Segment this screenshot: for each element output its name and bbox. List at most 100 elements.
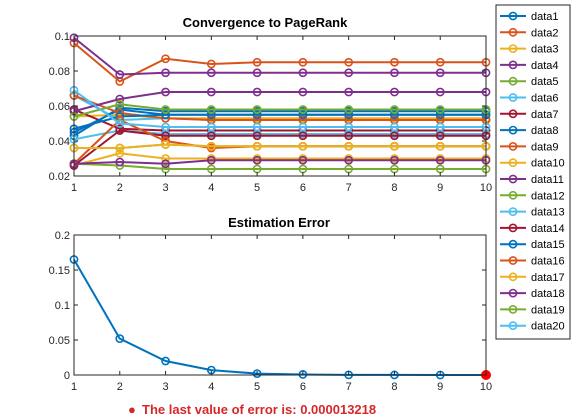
legend-item-data8[interactable]: data8 [500,125,559,137]
data-point [435,68,445,78]
legend-item-data11[interactable]: data11 [500,174,564,186]
legend-item-data5[interactable]: data5 [500,76,559,88]
convergence-chart-title: Convergence to PageRank [183,15,348,30]
data-point [435,105,445,114]
data-point [435,110,445,120]
legend-item-data16[interactable]: data16 [500,256,565,268]
legend-marker [508,272,518,282]
legend-label: data1 [531,11,559,23]
legend-item-data1[interactable]: data1 [500,11,559,23]
data-point [390,87,399,97]
legend-item-data15[interactable]: data15 [500,239,565,251]
data-point [206,110,216,120]
legend-marker [508,109,518,119]
series-line-data15 [73,113,486,130]
legend-label: data2 [531,27,559,39]
convergence-chart: Convergence to PageRank 1 2 3 4 5 6 7 8 9 10 0.02 0… [49,15,493,194]
data-point [390,155,399,165]
data-point [344,122,354,132]
data-point [161,356,170,366]
legend-item-data9[interactable]: data9 [500,141,559,153]
legend-item-data2[interactable]: data2 [500,27,559,39]
error-axis-ticks: 1 2 3 4 5 6 7 8 9 10 0 0.05 0.1 0.15 0.2 [49,230,493,393]
data-point [435,141,445,151]
y-tick-label: 0.05 [49,335,70,347]
y-tick-label: 0.15 [49,265,70,277]
data-point [115,70,125,79]
y-tick-label: 0.1 [55,31,70,43]
data-point [298,370,308,379]
data-point [344,87,354,97]
legend-label: data6 [531,93,559,105]
data-point [435,57,445,67]
legend-marker [508,304,518,314]
legend-item-data18[interactable]: data18 [500,288,565,300]
legend-marker [508,141,518,151]
data-point [206,155,216,165]
legend-marker [508,11,518,21]
data-point [298,141,308,151]
legend-marker [508,60,518,70]
data-point [161,154,170,163]
legend-marker [508,174,518,184]
legend-item-data10[interactable]: data10 [500,158,565,170]
x-tick-label: 1 [71,381,77,393]
legend-item-data17[interactable]: data17 [500,272,565,284]
y-tick-label: 0.04 [49,136,70,148]
series-line-data17 [74,143,486,149]
legend-item-data12[interactable]: data12 [500,190,565,202]
legend-item-data19[interactable]: data19 [500,304,565,316]
data-point [252,122,262,132]
data-point [206,105,216,114]
data-point [298,105,308,114]
legend-label: data16 [531,256,565,268]
data-point [206,87,216,97]
legend-item-data14[interactable]: data14 [500,223,565,235]
data-point [115,99,125,109]
y-tick-label: 0.02 [49,171,70,183]
data-point [115,94,125,104]
series-line-data20 [73,89,486,128]
data-point [161,159,170,169]
legend-label: data12 [531,190,565,202]
legend-item-data4[interactable]: data4 [500,60,559,72]
data-point [161,122,170,132]
data-point [435,131,445,141]
legend-label: data17 [531,272,565,284]
data-point [344,105,354,114]
x-tick-label: 7 [346,381,352,393]
legend-item-data13[interactable]: data13 [500,207,565,219]
data-point [252,105,262,114]
error-chart-title: Estimation Error [228,215,330,230]
legend-item-data3[interactable]: data3 [500,44,559,56]
data-point [161,68,170,78]
series-line-data2 [73,42,486,83]
data-point [161,87,170,97]
y-tick-label: 0 [64,370,70,382]
data-point [390,68,399,78]
legend-marker [508,93,518,102]
x-tick-label: 4 [208,381,214,393]
data-point [115,143,125,153]
data-point [435,122,445,132]
data-point [161,110,170,120]
x-tick-label: 5 [254,381,260,393]
legend-marker [508,223,518,233]
legend-box [495,4,571,340]
data-point [161,131,170,141]
x-tick-label: 8 [391,182,397,194]
data-point [206,131,216,141]
data-point [344,110,354,120]
legend-label: data19 [531,304,565,316]
legend-item-data7[interactable]: data7 [500,109,559,121]
legend-item-data6[interactable]: data6 [500,93,559,105]
series-line-data14 [73,129,486,167]
data-point [344,57,354,67]
data-point [344,68,354,78]
legend-marker [508,207,518,216]
y-tick-label: 0.08 [49,66,70,78]
legend[interactable]: data1 data2 data3 data4 data5 data6 data7 data8… [495,4,571,340]
series-line-data8 [73,106,486,137]
legend-item-data20[interactable]: data20 [500,321,565,333]
legend-label: data7 [531,109,559,121]
